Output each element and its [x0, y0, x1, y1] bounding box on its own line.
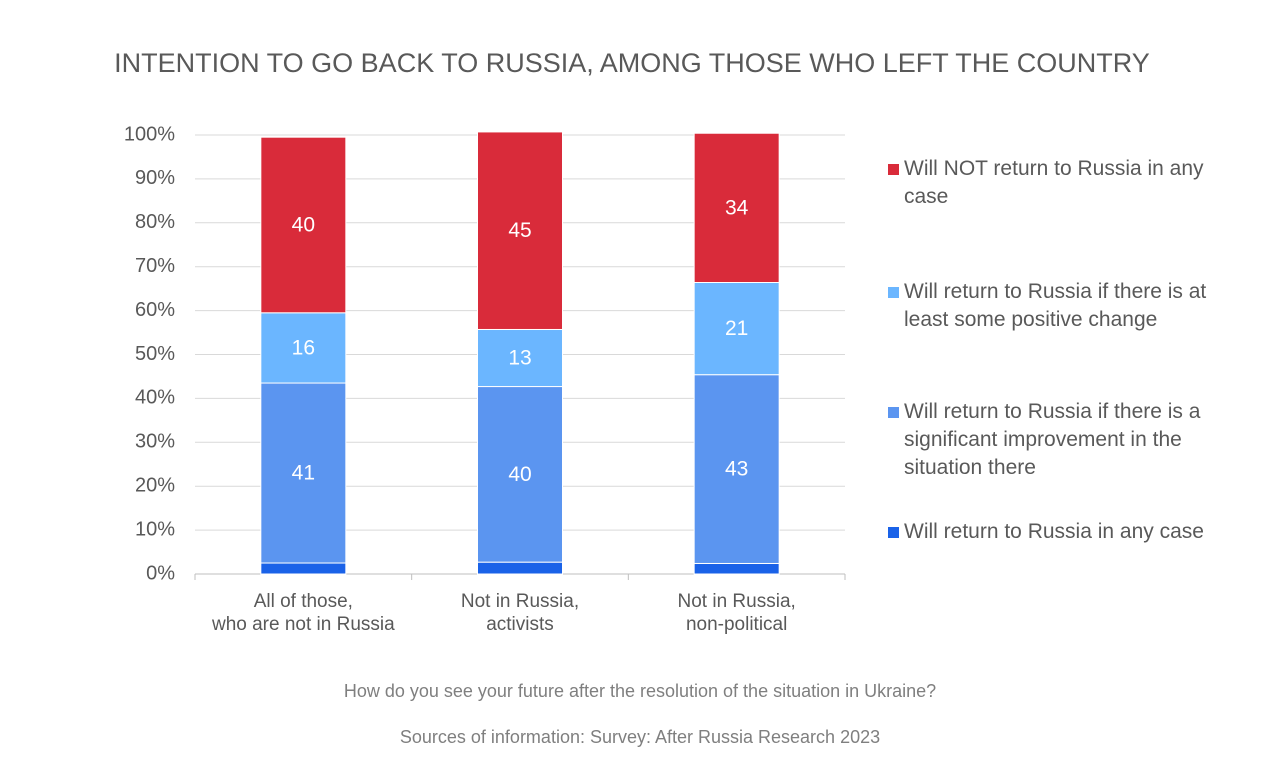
- value-label: 40: [508, 463, 531, 486]
- legend-swatch: [888, 164, 899, 175]
- footnote: How do you see your future after the res…: [343, 681, 937, 701]
- bar-segment: [260, 562, 347, 575]
- bar-segment: [477, 561, 563, 575]
- legend-label: Will return to Russia in any case: [904, 520, 1204, 543]
- legend-item: Will return to Russia if there is a sign…: [888, 398, 1208, 482]
- value-label: 34: [725, 196, 749, 219]
- bar-segment: [693, 282, 780, 376]
- legend-swatch: [888, 527, 899, 538]
- bar-segment: [693, 562, 780, 575]
- y-tick-label: 90%: [135, 167, 175, 189]
- legend-item: Will return to Russia if there is at lea…: [888, 278, 1208, 334]
- legend-item: Will return to Russia in any case: [888, 518, 1208, 546]
- x-tick-label: Not in Russia, non-political: [677, 591, 796, 635]
- chart-title: INTENTION TO GO BACK TO RUSSIA, AMONG TH…: [114, 48, 1150, 78]
- footnote: Sources of information: Survey: After Ru…: [399, 727, 881, 747]
- y-tick-label: 50%: [135, 343, 175, 365]
- y-tick-label: 40%: [135, 387, 175, 409]
- legend-swatch: [888, 407, 899, 418]
- value-label: 43: [725, 458, 748, 481]
- y-tick-label: 100%: [124, 123, 175, 145]
- bar-segment: [260, 136, 347, 314]
- value-label: 21: [725, 317, 748, 340]
- value-label: 45: [508, 219, 531, 242]
- y-tick-label: 30%: [135, 431, 175, 453]
- y-tick-label: 20%: [135, 474, 175, 496]
- value-label: 13: [508, 347, 531, 370]
- footnotes: How do you see your future after the res…: [0, 657, 1280, 772]
- value-label: 16: [292, 336, 315, 359]
- legend-label: Will return to Russia if there is at lea…: [904, 280, 1207, 331]
- bar-segment: [477, 386, 563, 563]
- legend-item: Will NOT return to Russia in any case: [888, 155, 1208, 211]
- x-tick-label: All of those, who are not in Russia: [211, 591, 395, 635]
- legend-swatch: [888, 287, 899, 298]
- y-tick-label: 10%: [135, 518, 175, 540]
- chart: 0% 10% 20% 30% 40% 50% 60% 70% 80% 90% 100% 41 16 40 4…: [124, 123, 846, 584]
- bar-segment: [477, 131, 563, 330]
- y-tick-label: 0%: [146, 562, 175, 584]
- bar-segment: [693, 132, 780, 284]
- x-tick-label: Not in Russia, activists: [460, 591, 580, 635]
- y-tick-label: 60%: [135, 299, 175, 321]
- y-tick-label: 80%: [135, 211, 175, 233]
- page: 0% 10% 20% 30% 40% 50% 60% 70% 80% 90% 100% 41 16 40 4…: [114, 48, 1208, 747]
- value-label: 40: [292, 214, 315, 237]
- value-label: 41: [292, 462, 315, 485]
- bar-segment: [693, 374, 780, 564]
- bar-segment: [477, 328, 563, 388]
- y-tick-label: 70%: [135, 255, 175, 277]
- legend-label: Will return to Russia if there is a sign…: [904, 400, 1201, 479]
- legend-label: Will NOT return to Russia in any case: [904, 157, 1204, 208]
